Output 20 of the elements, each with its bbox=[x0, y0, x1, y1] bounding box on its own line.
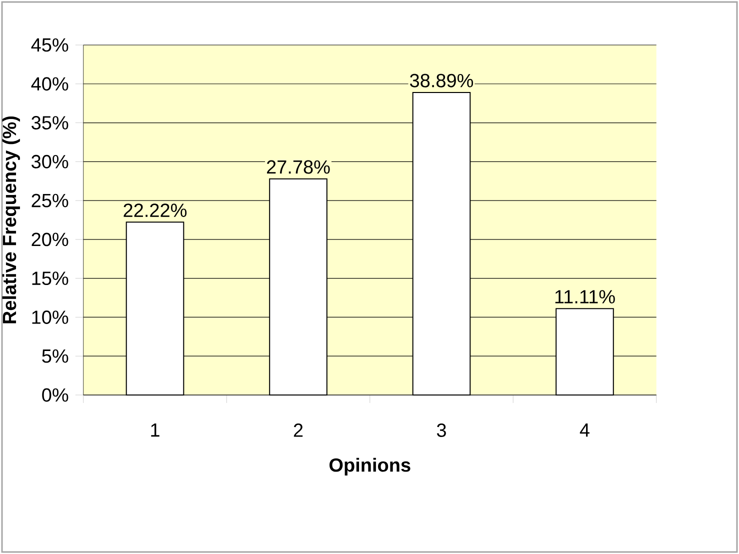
data-label: 22.22% bbox=[124, 204, 187, 217]
y-tick-label: 10% bbox=[32, 310, 68, 324]
data-label: 11.11% bbox=[555, 290, 615, 304]
y-tick-label: 30% bbox=[32, 154, 68, 168]
y-tick-label: 45% bbox=[31, 38, 68, 52]
data-label: 38.89% bbox=[410, 74, 474, 88]
y-tick-label: 35% bbox=[32, 116, 68, 130]
x-tick-label: 3 bbox=[436, 424, 446, 437]
y-tick-label: 0% bbox=[42, 388, 68, 402]
y-axis-title: Relative Frequency (%) bbox=[2, 116, 20, 324]
x-tick-label: 4 bbox=[580, 424, 590, 437]
x-axis-title: Opinions bbox=[330, 458, 410, 476]
x-tick-label: 1 bbox=[151, 424, 160, 437]
data-label: 27.78% bbox=[266, 160, 330, 174]
y-tick-label: 15% bbox=[32, 272, 68, 286]
x-tick-label: 2 bbox=[294, 424, 303, 437]
y-tick-label: 25% bbox=[32, 194, 68, 208]
y-tick-label: 20% bbox=[32, 232, 68, 246]
y-tick-label: 40% bbox=[31, 77, 68, 91]
y-tick-label: 5% bbox=[42, 349, 68, 363]
